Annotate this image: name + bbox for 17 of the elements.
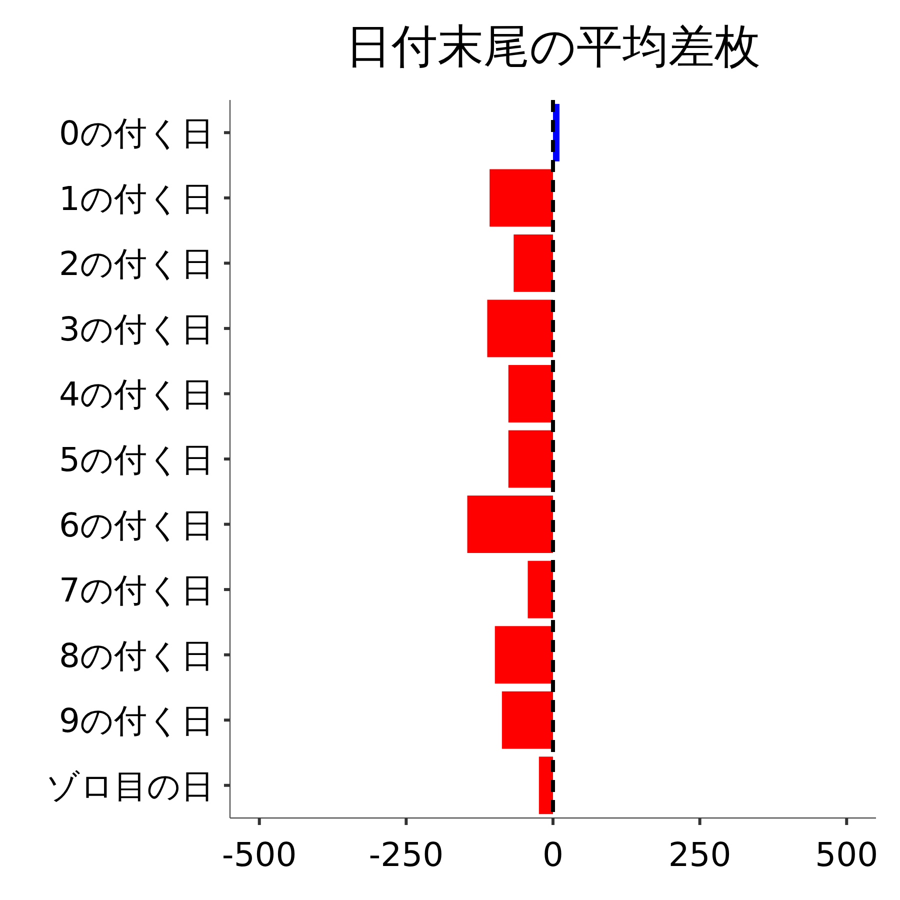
chart-title: 日付末尾の平均差枚 bbox=[346, 19, 760, 73]
y-tick-label: 0の付く日 bbox=[59, 114, 214, 153]
y-tick-label: 4の付く日 bbox=[59, 374, 214, 414]
x-tick-label: -500 bbox=[222, 835, 297, 874]
y-tick-label: ゾロ目の日 bbox=[46, 766, 214, 806]
y-tick-label: 7の付く日 bbox=[59, 570, 214, 610]
y-tick-label: 5の付く日 bbox=[59, 440, 214, 479]
y-tick-label: 9の付く日 bbox=[59, 701, 214, 740]
x-tick-label: 0 bbox=[542, 835, 564, 874]
y-tick-label: 3の付く日 bbox=[59, 309, 214, 348]
y-tick-label: 1の付く日 bbox=[59, 178, 214, 218]
y-tick-label: 8の付く日 bbox=[59, 636, 214, 675]
x-tick-label: 500 bbox=[815, 835, 878, 874]
y-tick-label: 2の付く日 bbox=[59, 244, 214, 284]
y-tick-label: 6の付く日 bbox=[59, 505, 214, 544]
x-tick-label: 250 bbox=[668, 835, 732, 874]
x-tick-label: -250 bbox=[368, 835, 444, 874]
